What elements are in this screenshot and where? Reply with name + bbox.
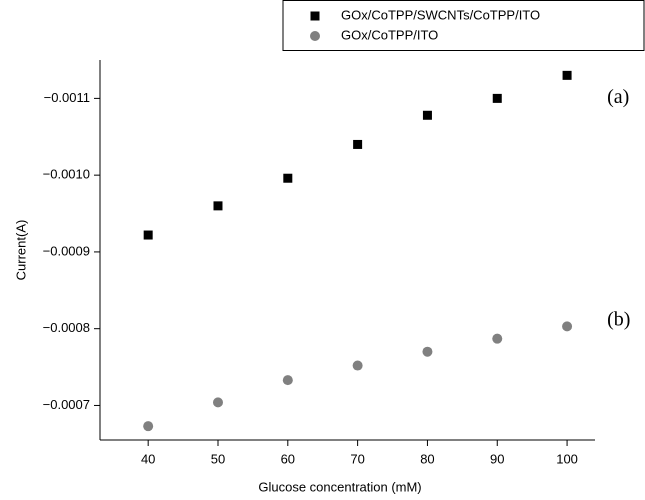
- x-axis-label: Glucose concentration (mM): [258, 479, 421, 494]
- legend-marker: [310, 11, 320, 21]
- x-tick-label: 50: [211, 451, 225, 466]
- y-tick-label: −0.0008: [43, 320, 90, 335]
- x-tick-label: 40: [141, 451, 155, 466]
- x-tick-label: 100: [556, 451, 578, 466]
- point: [492, 333, 503, 344]
- legend-label: GOx/CoTPP/SWCNTs/CoTPP/ITO: [341, 7, 540, 22]
- point: [282, 375, 293, 386]
- point: [492, 93, 502, 103]
- annotation: (a): [607, 86, 629, 108]
- x-tick-label: 80: [420, 451, 434, 466]
- point: [283, 173, 293, 183]
- point: [143, 421, 154, 432]
- legend-box: [282, 0, 645, 51]
- point: [213, 201, 223, 211]
- point: [422, 110, 432, 120]
- point: [422, 346, 433, 357]
- point: [352, 360, 363, 371]
- point: [143, 230, 153, 240]
- x-tick-label: 70: [350, 451, 364, 466]
- y-tick-label: −0.0010: [43, 167, 90, 182]
- y-tick-label: −0.0011: [44, 90, 90, 105]
- legend-marker: [310, 31, 320, 41]
- y-axis-label: Current(A): [13, 220, 28, 281]
- x-tick-label: 60: [281, 451, 295, 466]
- point: [212, 397, 223, 408]
- x-tick-label: 90: [490, 451, 504, 466]
- point: [562, 321, 573, 332]
- y-tick-label: −0.0007: [43, 397, 90, 412]
- y-tick-label: −0.0009: [43, 243, 90, 258]
- annotation: (b): [607, 309, 630, 331]
- legend-label: GOx/CoTPP/ITO: [341, 27, 438, 42]
- point: [562, 70, 572, 80]
- point: [353, 139, 363, 149]
